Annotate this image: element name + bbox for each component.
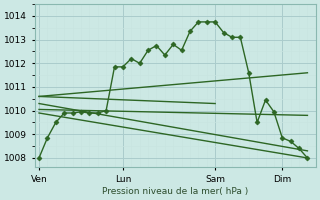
X-axis label: Pression niveau de la mer( hPa ): Pression niveau de la mer( hPa ) xyxy=(102,187,248,196)
